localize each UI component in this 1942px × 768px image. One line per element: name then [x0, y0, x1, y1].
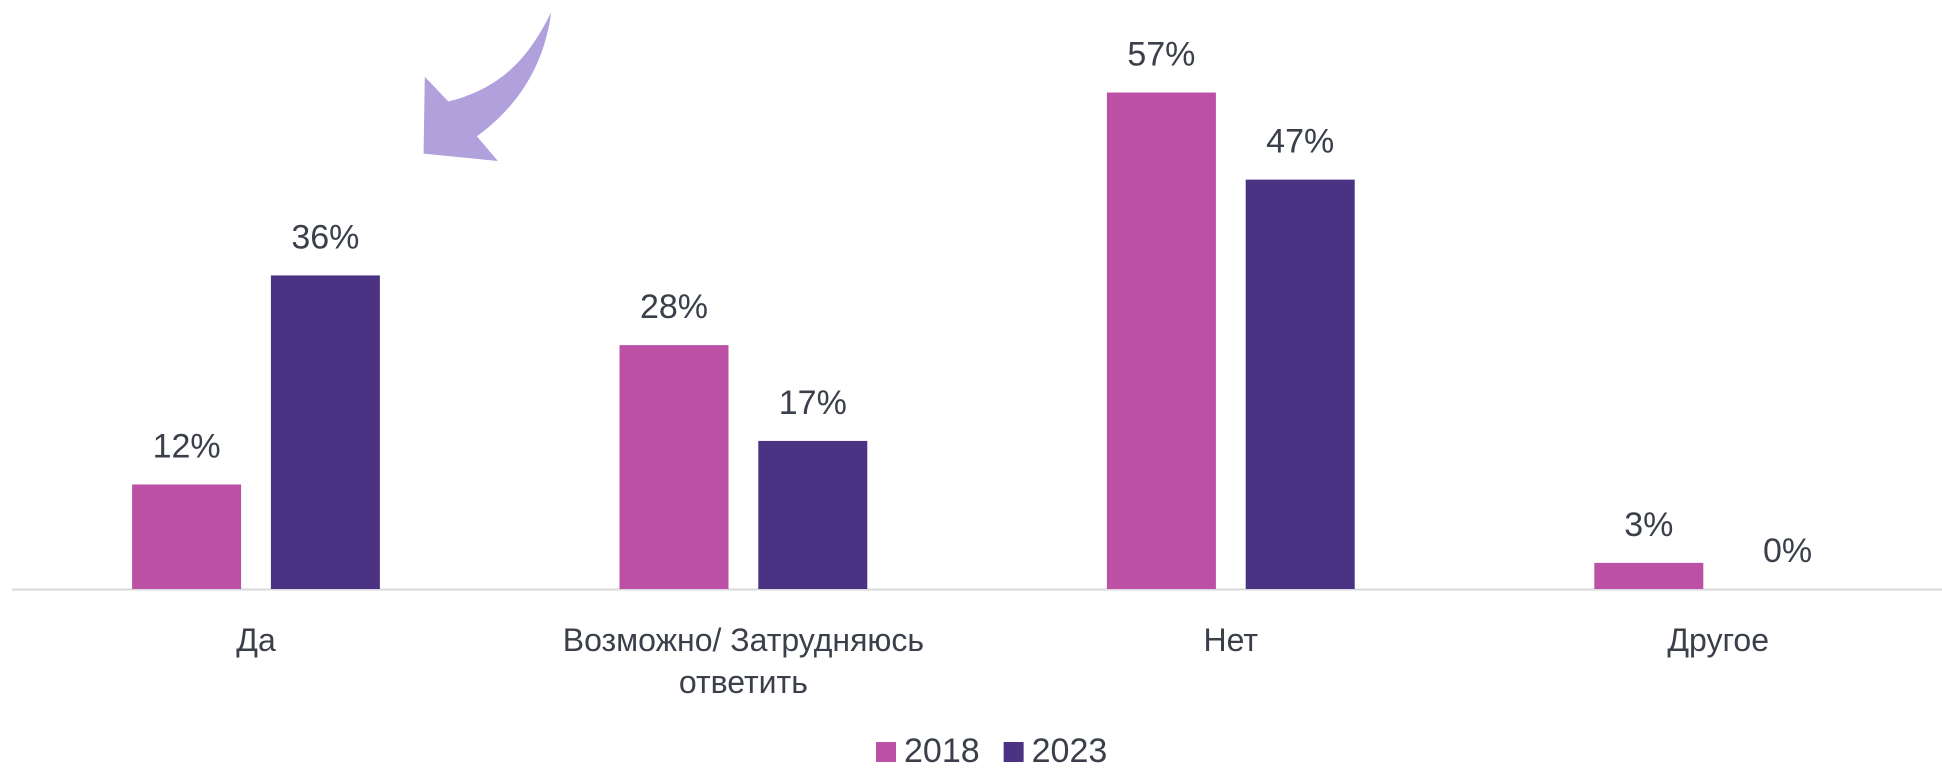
bar: [1106, 92, 1216, 589]
legend-label: 2023: [1032, 732, 1108, 768]
bar: [132, 484, 242, 589]
x-tick-label: Возможно/ Затрудняюсь ответить: [562, 622, 925, 700]
bar: [619, 345, 729, 589]
arrow: [423, 12, 552, 162]
x-tick-label: Нет: [1203, 622, 1259, 658]
x-tick-label: Да: [236, 622, 276, 658]
data-label: 47%: [1266, 123, 1334, 161]
data-label: 0%: [1763, 532, 1812, 570]
legend-label: 2018: [904, 732, 980, 768]
bar: [758, 440, 868, 589]
data-label: 36%: [291, 218, 359, 256]
legend-swatch: [1003, 742, 1024, 762]
data-label: 57%: [1127, 36, 1195, 74]
legend-swatch: [876, 742, 896, 762]
bar: [1245, 179, 1355, 589]
data-label: 28%: [640, 288, 708, 326]
data-label: 17%: [779, 384, 847, 422]
data-label: 12%: [153, 427, 221, 465]
bar: [270, 275, 380, 589]
x-tick-label: Другое: [1667, 622, 1770, 658]
bar: [1594, 562, 1704, 589]
data-label: 3%: [1624, 506, 1673, 544]
